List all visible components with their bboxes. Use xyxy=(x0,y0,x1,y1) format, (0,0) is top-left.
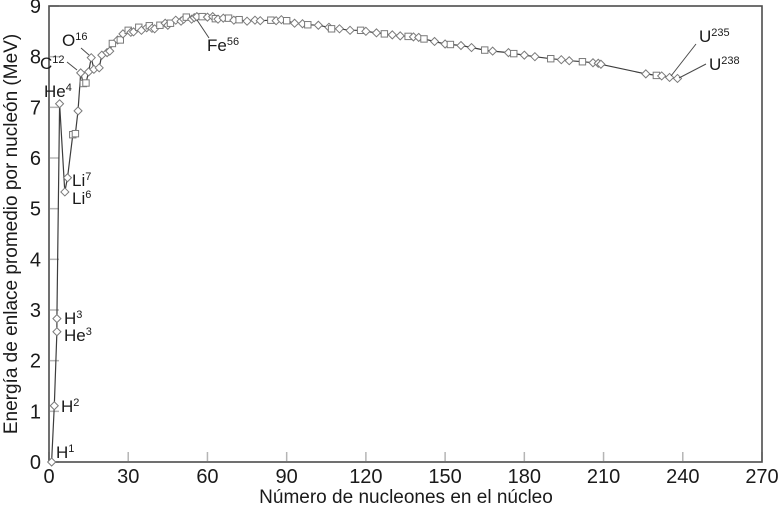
y-tick-label: 5 xyxy=(30,199,41,221)
x-tick-label: 240 xyxy=(666,466,699,488)
x-tick-label: 90 xyxy=(276,466,298,488)
annotation-label-h2: H2 xyxy=(61,397,79,416)
data-point-square xyxy=(108,39,117,48)
data-point-square xyxy=(71,129,80,138)
data-point-diamond xyxy=(519,50,530,60)
data-point-square xyxy=(166,19,175,27)
y-axis-title: Energía de enlace promedio por nucleón (… xyxy=(1,34,22,434)
data-point-diamond xyxy=(361,26,371,37)
data-point-diamond xyxy=(387,30,398,40)
annotation-label-he4: He4 xyxy=(44,82,72,101)
data-point-square xyxy=(446,40,455,49)
x-tick-label: 150 xyxy=(428,466,461,488)
data-point-diamond xyxy=(46,457,57,467)
data-point-diamond xyxy=(345,25,355,36)
annotation-label-li7: Li7 xyxy=(72,171,91,190)
data-point-square xyxy=(304,21,312,29)
y-tick-label: 6 xyxy=(30,148,41,170)
annotation-label-li6: Li6 xyxy=(72,189,91,208)
y-tick-label: 1 xyxy=(30,401,41,423)
data-point-diamond xyxy=(641,69,651,79)
annotation-leader-fe56 xyxy=(196,19,210,39)
annotation-label-u238: U238 xyxy=(709,55,740,74)
annotation-label-u235: U235 xyxy=(699,27,730,46)
x-tick-label: 60 xyxy=(196,466,218,488)
data-point-diamond xyxy=(313,20,324,30)
data-point-diamond xyxy=(242,16,252,26)
x-tick-label: 210 xyxy=(587,466,620,488)
y-tick-label: 2 xyxy=(30,351,41,373)
data-point-square xyxy=(578,58,587,66)
data-point-diamond xyxy=(86,52,96,63)
data-point-square xyxy=(282,16,291,25)
x-tick-label: 30 xyxy=(117,466,139,488)
data-point-diamond xyxy=(656,71,667,81)
plot-layer: 0 30 60 90 120 150 180 210 240 270 0 1 2 3 4 5 6 7 8 9 H1 H2 H… xyxy=(30,0,779,488)
data-point-square xyxy=(420,35,428,43)
annotation-label-he3: He3 xyxy=(64,326,92,345)
x-tick-label: 270 xyxy=(745,466,778,488)
data-point-diamond xyxy=(672,73,683,84)
annotation-label-fe56: Fe56 xyxy=(207,36,239,55)
annotation-label-o16: O16 xyxy=(62,31,87,50)
data-point-diamond xyxy=(487,46,498,56)
data-point-diamond xyxy=(54,99,65,109)
annotation-label-h1: H1 xyxy=(56,443,74,462)
data-point-diamond xyxy=(105,46,115,56)
data-point-diamond xyxy=(429,36,440,47)
data-point-diamond xyxy=(371,28,382,38)
data-point-diamond xyxy=(596,59,606,69)
data-point-diamond xyxy=(334,24,345,34)
annotation-label-c12: C12 xyxy=(40,54,65,73)
y-tick-label: 4 xyxy=(30,249,41,271)
x-tick-label: 0 xyxy=(43,466,54,488)
data-point-diamond xyxy=(60,187,70,197)
data-point-diamond xyxy=(62,173,73,183)
x-tick-label: 180 xyxy=(508,466,541,488)
plot-border xyxy=(48,5,763,463)
data-point-diamond xyxy=(289,18,300,28)
data-point-square xyxy=(380,30,389,38)
annotation-leader-o16 xyxy=(80,47,90,56)
annotation-leader-u238 xyxy=(678,63,707,79)
data-point-diamond xyxy=(73,106,83,116)
data-point-diamond xyxy=(530,51,540,62)
data-point-diamond xyxy=(564,56,574,66)
data-line xyxy=(51,16,678,463)
data-point-square xyxy=(547,54,555,63)
data-point-diamond xyxy=(94,63,104,73)
data-point-square xyxy=(82,79,90,87)
y-tick-label: 9 xyxy=(30,0,41,18)
data-point-square xyxy=(481,46,489,54)
data-point-diamond xyxy=(456,40,466,51)
data-point-diamond xyxy=(556,54,567,65)
data-point-diamond xyxy=(52,327,62,337)
data-point-diamond xyxy=(395,31,405,41)
data-point-diamond xyxy=(75,68,86,78)
y-tick-label: 0 xyxy=(30,452,41,474)
data-point-square xyxy=(235,15,243,24)
data-point-square xyxy=(510,49,518,58)
data-point-diamond xyxy=(52,313,62,324)
x-axis-title: Número de nucleones en el núcleo xyxy=(259,487,553,508)
x-tick-label: 120 xyxy=(349,466,382,488)
data-point-diamond xyxy=(466,42,477,53)
data-point-square xyxy=(327,25,336,33)
data-point-diamond xyxy=(49,401,59,411)
y-tick-label: 8 xyxy=(30,47,41,69)
data-point-diamond xyxy=(171,15,181,25)
data-point-square xyxy=(116,36,124,44)
annotation-leader-c12 xyxy=(66,61,78,71)
y-tick-label: 7 xyxy=(30,97,41,119)
annotation-leader-u235 xyxy=(670,43,697,77)
annotation-label-h3: H3 xyxy=(64,309,82,328)
y-tick-label: 3 xyxy=(30,300,41,322)
data-point-diamond xyxy=(255,15,265,26)
